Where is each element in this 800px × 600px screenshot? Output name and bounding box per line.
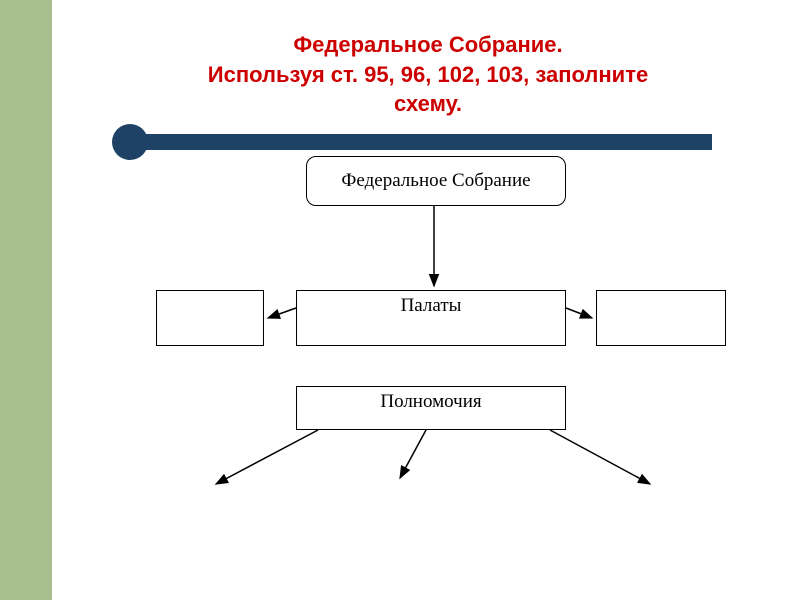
slide-content: Федеральное Собрание. Используя ст. 95, … xyxy=(56,0,800,600)
node-mid-center-label: Палаты xyxy=(401,295,462,317)
node-top: Федеральное Собрание xyxy=(306,156,566,206)
edge-center-to-right xyxy=(566,308,592,318)
node-mid-right xyxy=(596,290,726,346)
title-line-3: схему. xyxy=(394,91,462,116)
node-bottom-label: Полномочия xyxy=(380,391,481,413)
node-mid-center: Палаты xyxy=(296,290,566,346)
node-bottom: Полномочия xyxy=(296,386,566,430)
title-line-2: Используя ст. 95, 96, 102, 103, заполнит… xyxy=(208,62,648,87)
edge-bottom-to-outright xyxy=(550,430,650,484)
edge-bottom-to-outleft xyxy=(216,430,318,484)
node-mid-left xyxy=(156,290,264,346)
title-decoration-bar xyxy=(128,134,712,150)
edge-bottom-to-outmid xyxy=(400,430,426,478)
edge-center-to-left xyxy=(268,308,296,318)
left-accent-band xyxy=(0,0,54,600)
slide-title: Федеральное Собрание. Используя ст. 95, … xyxy=(56,0,800,119)
title-line-1: Федеральное Собрание. xyxy=(293,32,562,57)
node-top-label: Федеральное Собрание xyxy=(341,170,530,192)
